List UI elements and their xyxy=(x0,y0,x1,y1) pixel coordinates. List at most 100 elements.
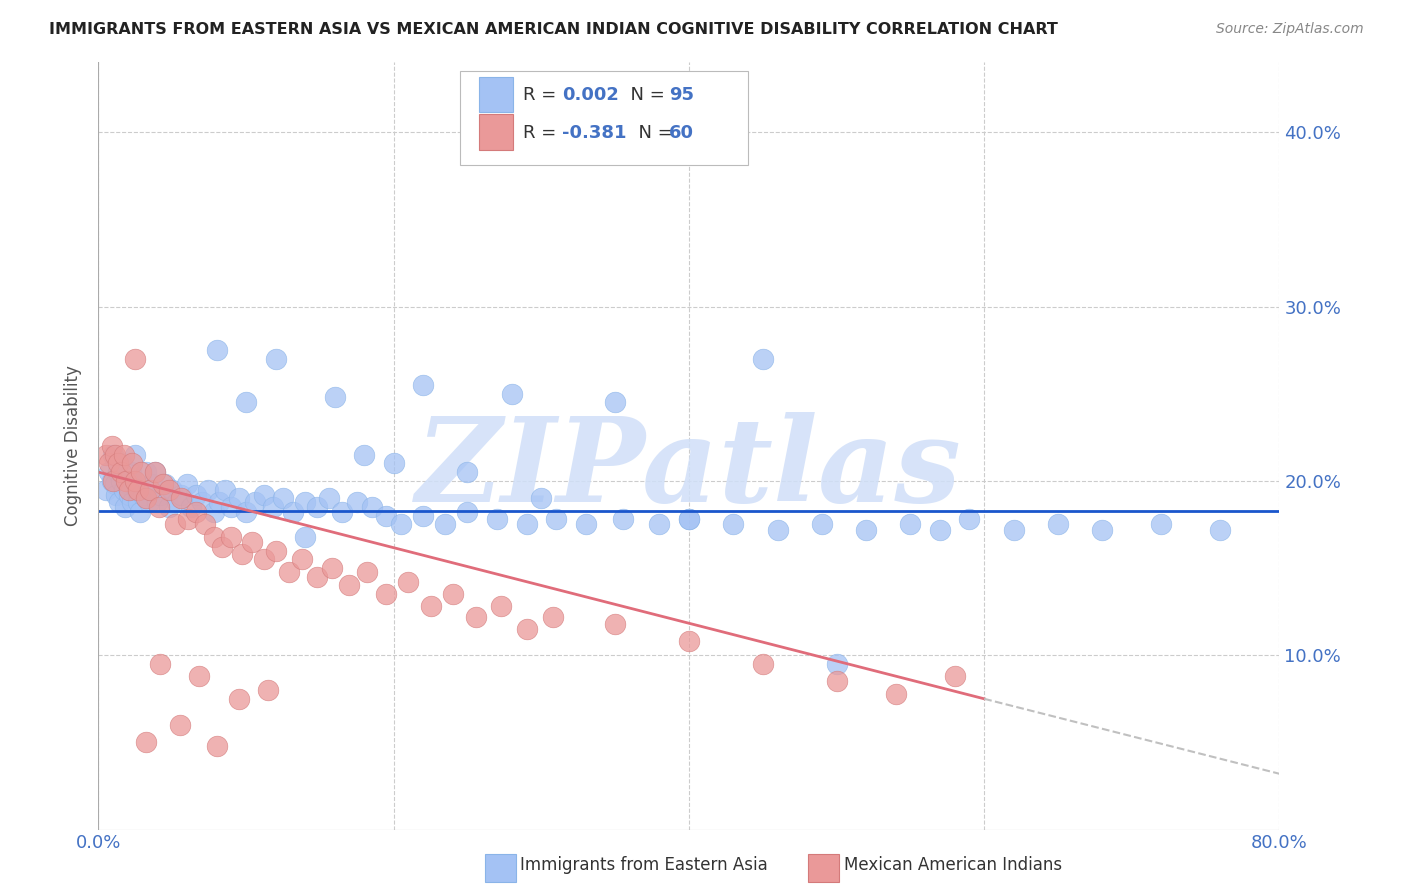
Point xyxy=(94,448,117,462)
Point xyxy=(546,512,568,526)
Point xyxy=(228,691,250,706)
Point xyxy=(264,543,287,558)
Point xyxy=(231,547,253,561)
Point xyxy=(146,495,169,509)
Point xyxy=(128,505,150,519)
Point xyxy=(143,465,166,479)
Point xyxy=(157,483,180,497)
Point xyxy=(205,343,228,357)
Point xyxy=(122,477,145,491)
Point xyxy=(194,517,217,532)
Point xyxy=(900,517,922,532)
Point xyxy=(139,483,162,497)
Point xyxy=(516,622,538,636)
Point xyxy=(124,474,146,488)
Text: Immigrants from Eastern Asia: Immigrants from Eastern Asia xyxy=(520,856,768,874)
Text: 60: 60 xyxy=(669,124,695,142)
Text: N =: N = xyxy=(627,124,679,142)
Point xyxy=(382,457,405,471)
Point xyxy=(855,523,877,537)
Point xyxy=(283,505,305,519)
Point xyxy=(353,448,375,462)
Point xyxy=(166,495,188,509)
Point xyxy=(465,610,488,624)
Text: -0.381: -0.381 xyxy=(562,124,627,142)
Point xyxy=(291,552,314,566)
Point xyxy=(197,483,219,497)
Point xyxy=(389,517,412,532)
Point xyxy=(108,495,131,509)
Point xyxy=(118,488,141,502)
Point xyxy=(398,574,420,589)
Point xyxy=(97,465,120,479)
Point xyxy=(120,465,142,479)
Point xyxy=(135,491,157,506)
Point xyxy=(486,512,509,526)
Point xyxy=(678,512,700,526)
Point xyxy=(235,505,257,519)
Point xyxy=(138,495,160,509)
Point xyxy=(318,491,340,506)
Point xyxy=(202,530,225,544)
Point xyxy=(262,500,284,514)
Point xyxy=(184,488,207,502)
Point xyxy=(107,465,129,479)
Point xyxy=(1002,523,1025,537)
Point xyxy=(135,735,157,749)
Point xyxy=(149,488,172,502)
Point xyxy=(612,512,634,526)
Point xyxy=(152,477,174,491)
Point xyxy=(111,457,134,471)
Point xyxy=(100,474,122,488)
Point xyxy=(1150,517,1173,532)
Point xyxy=(176,477,198,491)
Point xyxy=(305,500,328,514)
Point xyxy=(294,530,316,544)
Point xyxy=(253,488,276,502)
Text: Source: ZipAtlas.com: Source: ZipAtlas.com xyxy=(1216,22,1364,37)
Text: 95: 95 xyxy=(669,87,695,104)
Point xyxy=(752,351,775,366)
Point xyxy=(124,448,146,462)
Point xyxy=(148,500,170,514)
Y-axis label: Cognitive Disability: Cognitive Disability xyxy=(65,366,83,526)
Point xyxy=(491,599,513,614)
Point xyxy=(115,474,138,488)
Point xyxy=(153,477,176,491)
Point xyxy=(117,477,139,491)
Point xyxy=(135,465,157,479)
Point xyxy=(184,505,207,519)
Point xyxy=(105,488,128,502)
Point xyxy=(375,587,398,601)
Point xyxy=(419,599,441,614)
Point xyxy=(516,517,538,532)
Point xyxy=(211,540,233,554)
Point xyxy=(165,517,187,532)
Point xyxy=(180,500,202,514)
Point xyxy=(240,534,263,549)
Point xyxy=(1209,523,1232,537)
Point xyxy=(235,395,257,409)
Point xyxy=(214,483,236,497)
Point xyxy=(575,517,598,532)
Point xyxy=(104,477,127,491)
Point xyxy=(132,488,155,502)
Point xyxy=(501,386,523,401)
Point xyxy=(678,512,700,526)
Point xyxy=(825,657,848,671)
Point xyxy=(107,457,129,471)
Point xyxy=(243,495,266,509)
Point xyxy=(294,495,316,509)
Point xyxy=(678,634,700,648)
Point xyxy=(412,378,434,392)
Text: Mexican American Indians: Mexican American Indians xyxy=(844,856,1062,874)
Point xyxy=(605,395,627,409)
Point xyxy=(170,488,193,502)
Point xyxy=(121,457,143,471)
Point xyxy=(541,610,564,624)
Point xyxy=(929,523,952,537)
Point xyxy=(264,351,287,366)
Point xyxy=(441,587,464,601)
Point xyxy=(221,500,243,514)
Point xyxy=(723,517,745,532)
